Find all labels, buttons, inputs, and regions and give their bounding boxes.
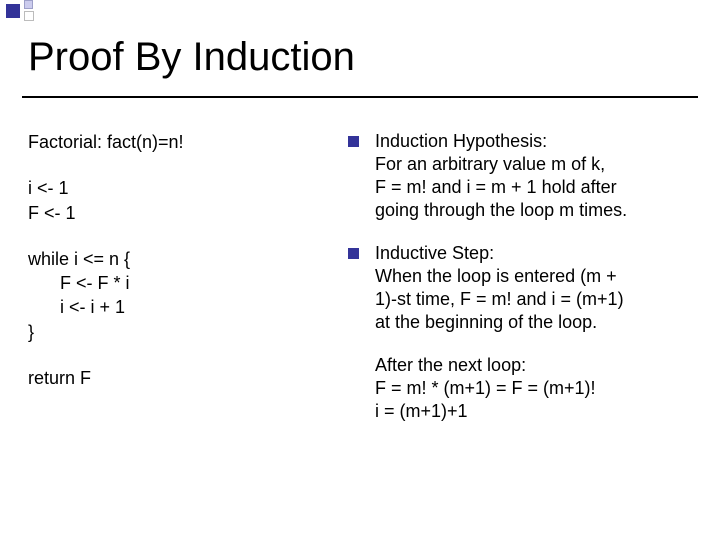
decor-square-3 — [24, 11, 34, 21]
while-line-3: i <- i + 1 — [28, 295, 348, 319]
after-loop-block: After the next loop: F = m! * (m+1) = F … — [375, 354, 700, 423]
slide-title: Proof By Induction — [28, 35, 355, 80]
hypothesis-body: Induction Hypothesis: For an arbitrary v… — [375, 130, 700, 222]
step-item: Inductive Step: When the loop is entered… — [348, 242, 700, 334]
decor-square-2 — [24, 0, 33, 9]
while-line-2: F <- F * i — [28, 271, 348, 295]
factorial-def: Factorial: fact(n)=n! — [28, 130, 348, 154]
hypothesis-line-2: F = m! and i = m + 1 hold after — [375, 176, 700, 199]
step-title: Inductive Step: — [375, 242, 700, 265]
hypothesis-title: Induction Hypothesis: — [375, 130, 700, 153]
step-body: Inductive Step: When the loop is entered… — [375, 242, 700, 334]
return-line: return F — [28, 366, 348, 390]
left-column: Factorial: fact(n)=n! i <- 1 F <- 1 whil… — [28, 130, 348, 423]
step-line-2: 1)-st time, F = m! and i = (m+1) — [375, 288, 700, 311]
hypothesis-item: Induction Hypothesis: For an arbitrary v… — [348, 130, 700, 222]
step-line-1: When the loop is entered (m + — [375, 265, 700, 288]
after-line-3: i = (m+1)+1 — [375, 400, 700, 423]
init-block: i <- 1 F <- 1 — [28, 176, 348, 225]
init-line-2: F <- 1 — [28, 201, 348, 225]
square-bullet-icon — [348, 136, 359, 147]
init-line-1: i <- 1 — [28, 176, 348, 200]
hypothesis-line-3: going through the loop m times. — [375, 199, 700, 222]
hypothesis-line-1: For an arbitrary value m of k, — [375, 153, 700, 176]
content-columns: Factorial: fact(n)=n! i <- 1 F <- 1 whil… — [28, 130, 700, 423]
decor-square-1 — [6, 4, 20, 18]
while-line-1: while i <= n { — [28, 247, 348, 271]
while-block: while i <= n { F <- F * i i <- i + 1 } — [28, 247, 348, 344]
title-underline — [22, 96, 698, 98]
after-line-2: F = m! * (m+1) = F = (m+1)! — [375, 377, 700, 400]
while-line-4: } — [28, 320, 348, 344]
step-line-3: at the beginning of the loop. — [375, 311, 700, 334]
right-column: Induction Hypothesis: For an arbitrary v… — [348, 130, 700, 423]
after-line-1: After the next loop: — [375, 354, 700, 377]
corner-decoration — [0, 0, 720, 22]
square-bullet-icon — [348, 248, 359, 259]
